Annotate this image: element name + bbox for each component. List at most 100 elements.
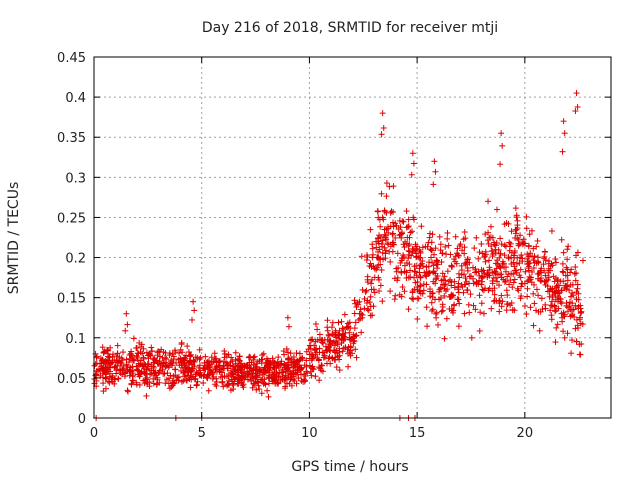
data-point	[561, 313, 568, 320]
data-point	[513, 269, 520, 276]
data-point	[281, 361, 288, 368]
data-point	[412, 268, 419, 275]
data-point	[361, 295, 368, 302]
data-point	[106, 354, 113, 361]
data-point	[258, 390, 265, 397]
y-tick-label: 0.25	[57, 211, 86, 226]
data-point	[569, 337, 576, 344]
data-point	[550, 273, 557, 280]
data-point	[359, 314, 366, 321]
data-point	[205, 363, 212, 370]
data-point	[131, 357, 138, 364]
data-point	[258, 376, 265, 383]
data-point	[409, 295, 416, 302]
data-point	[548, 286, 555, 293]
data-point	[567, 281, 574, 288]
data-point	[256, 372, 263, 379]
data-point	[478, 281, 485, 288]
data-point	[455, 280, 462, 287]
data-point	[417, 282, 424, 289]
data-point	[332, 349, 339, 356]
data-point	[220, 383, 227, 390]
data-point	[135, 371, 142, 378]
data-point	[213, 382, 220, 389]
data-point	[517, 232, 524, 239]
data-point	[530, 290, 537, 297]
data-point	[134, 344, 141, 351]
data-point	[542, 305, 549, 312]
data-point	[441, 273, 448, 280]
gridlines	[94, 57, 611, 418]
y-tick-label: 0.2	[65, 252, 86, 267]
data-point	[260, 350, 267, 357]
y-tick-label: 0.1	[65, 332, 86, 347]
data-point	[366, 299, 373, 306]
data-point	[265, 393, 272, 400]
data-point	[281, 351, 288, 358]
data-point	[436, 233, 443, 240]
data-point	[181, 360, 188, 367]
data-point	[140, 377, 147, 384]
data-point	[515, 242, 522, 249]
data-point	[126, 372, 133, 379]
data-point	[364, 306, 371, 313]
data-point	[417, 283, 424, 290]
data-point	[100, 388, 107, 395]
data-point	[377, 255, 384, 262]
data-point	[428, 254, 435, 261]
data-point	[434, 265, 441, 272]
data-point	[422, 272, 429, 279]
data-point	[506, 239, 513, 246]
data-point	[367, 293, 374, 300]
data-point	[557, 296, 564, 303]
data-point	[450, 256, 457, 263]
data-point	[241, 369, 248, 376]
data-point	[358, 329, 365, 336]
data-point	[153, 381, 160, 388]
data-point	[265, 362, 272, 369]
data-point	[303, 368, 310, 375]
data-point	[384, 240, 391, 247]
data-point	[491, 291, 498, 298]
data-point	[275, 363, 282, 370]
data-point	[381, 244, 388, 251]
data-point	[405, 216, 412, 223]
data-point	[497, 235, 504, 242]
data-point	[382, 247, 389, 254]
data-point	[553, 324, 560, 331]
data-point	[506, 243, 513, 250]
data-point	[531, 300, 538, 307]
data-point	[363, 256, 370, 263]
data-point	[329, 355, 336, 362]
data-point	[395, 264, 402, 271]
data-point	[406, 248, 413, 255]
data-point	[368, 263, 375, 270]
data-point	[445, 242, 452, 249]
data-point	[381, 226, 388, 233]
data-point	[172, 372, 179, 379]
data-point	[99, 365, 106, 372]
data-point	[480, 310, 487, 317]
data-point	[198, 372, 205, 379]
data-point	[381, 207, 388, 214]
data-point	[444, 286, 451, 293]
data-point	[124, 388, 131, 395]
data-point	[338, 318, 345, 325]
data-point	[183, 359, 190, 366]
data-point	[224, 365, 231, 372]
data-point	[485, 287, 492, 294]
data-point	[524, 256, 531, 263]
data-point	[401, 268, 408, 275]
data-point	[433, 314, 440, 321]
data-point	[379, 298, 386, 305]
data-point	[180, 369, 187, 376]
data-point	[261, 364, 268, 371]
data-point	[503, 220, 510, 227]
data-point	[287, 368, 294, 375]
data-point	[467, 291, 474, 298]
data-point	[552, 339, 559, 346]
data-point	[119, 371, 126, 378]
data-point	[479, 250, 486, 257]
data-point	[154, 349, 161, 356]
